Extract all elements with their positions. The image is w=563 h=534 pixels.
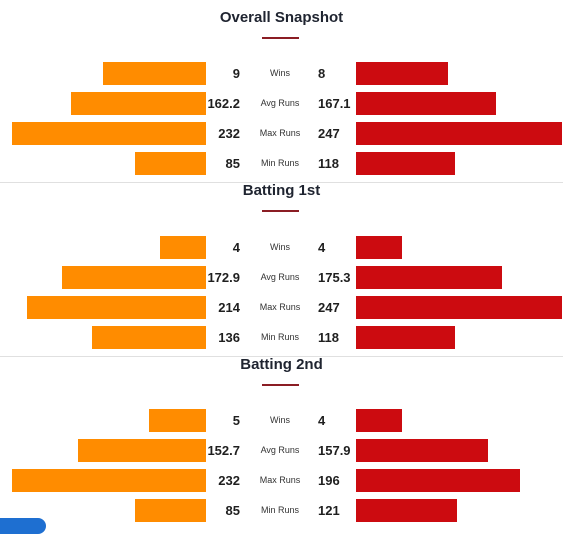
right-bar xyxy=(356,439,488,462)
title-underline xyxy=(262,210,299,212)
left-value: 162.2 xyxy=(207,96,240,111)
right-bar xyxy=(356,62,448,85)
left-value: 232 xyxy=(218,126,240,141)
title-underline xyxy=(262,37,299,39)
stat-row-max-runs: 214 Max Runs 247 xyxy=(0,296,563,319)
left-bar xyxy=(160,236,206,259)
stat-label: Min Runs xyxy=(260,505,299,515)
left-value: 152.7 xyxy=(207,443,240,458)
right-bar xyxy=(356,469,520,492)
stat-row-wins: 5 Wins 4 xyxy=(0,409,563,432)
right-value: 175.3 xyxy=(318,270,351,285)
section-divider xyxy=(0,356,563,357)
left-value: 172.9 xyxy=(207,270,240,285)
right-bar xyxy=(356,152,455,175)
right-bar xyxy=(356,296,563,319)
stat-label: Max Runs xyxy=(259,128,301,138)
left-bar xyxy=(12,122,206,145)
stat-label: Max Runs xyxy=(259,302,301,312)
left-value: 9 xyxy=(232,66,240,81)
left-bar xyxy=(70,92,206,115)
left-value: 4 xyxy=(232,240,240,255)
stat-row-wins: 4 Wins 4 xyxy=(0,236,563,259)
section-title: Batting 2nd xyxy=(240,356,323,373)
stat-label: Avg Runs xyxy=(260,98,300,108)
section-divider xyxy=(0,182,563,183)
left-bar xyxy=(135,499,206,522)
left-bar xyxy=(148,409,206,432)
left-value: 232 xyxy=(218,473,240,488)
left-bar xyxy=(12,469,206,492)
stat-row-avg-runs: 162.2 Avg Runs 167.1 xyxy=(0,92,563,115)
right-value: 118 xyxy=(318,330,339,345)
left-value: 136 xyxy=(218,330,240,345)
stat-label: Avg Runs xyxy=(260,272,300,282)
left-bar xyxy=(78,439,206,462)
left-value: 85 xyxy=(225,156,240,171)
chat-widget-button[interactable] xyxy=(0,518,46,534)
right-bar xyxy=(356,236,402,259)
left-bar xyxy=(102,62,206,85)
right-value: 118 xyxy=(318,156,339,171)
stat-label: Avg Runs xyxy=(260,445,300,455)
left-bar xyxy=(135,152,206,175)
stat-label: Wins xyxy=(270,68,290,78)
stat-row-max-runs: 232 Max Runs 196 xyxy=(0,469,563,492)
right-value: 4 xyxy=(318,240,326,255)
right-value: 247 xyxy=(318,300,340,315)
stat-row-min-runs: 136 Min Runs 118 xyxy=(0,326,563,349)
stat-row-max-runs: 232 Max Runs 247 xyxy=(0,122,563,145)
left-value: 5 xyxy=(232,413,240,428)
left-bar xyxy=(27,296,206,319)
right-bar xyxy=(356,326,455,349)
left-bar xyxy=(92,326,206,349)
right-bar xyxy=(356,266,503,289)
stat-row-min-runs: 85 Min Runs 121 xyxy=(0,499,563,522)
left-value: 85 xyxy=(225,503,240,518)
stat-label: Wins xyxy=(270,242,290,252)
right-value: 157.9 xyxy=(318,443,351,458)
right-bar xyxy=(356,122,563,145)
stat-label: Min Runs xyxy=(260,332,299,342)
stat-row-avg-runs: 172.9 Avg Runs 175.3 xyxy=(0,266,563,289)
left-bar xyxy=(61,266,206,289)
stat-label: Max Runs xyxy=(259,475,301,485)
right-value: 4 xyxy=(318,413,326,428)
left-value: 214 xyxy=(218,300,240,315)
section-title: Overall Snapshot xyxy=(219,9,344,26)
right-bar xyxy=(356,499,458,522)
right-value: 196 xyxy=(318,473,340,488)
section-title: Batting 1st xyxy=(242,182,321,199)
right-value: 247 xyxy=(318,126,340,141)
right-bar xyxy=(356,409,402,432)
stat-label: Min Runs xyxy=(260,158,299,168)
right-bar xyxy=(356,92,496,115)
right-value: 167.1 xyxy=(318,96,351,111)
stat-row-wins: 9 Wins 8 xyxy=(0,62,563,85)
right-value: 121 xyxy=(318,503,340,518)
right-value: 8 xyxy=(318,66,326,81)
stat-label: Wins xyxy=(270,415,290,425)
title-underline xyxy=(262,384,299,386)
stat-row-avg-runs: 152.7 Avg Runs 157.9 xyxy=(0,439,563,462)
stat-row-min-runs: 85 Min Runs 118 xyxy=(0,152,563,175)
